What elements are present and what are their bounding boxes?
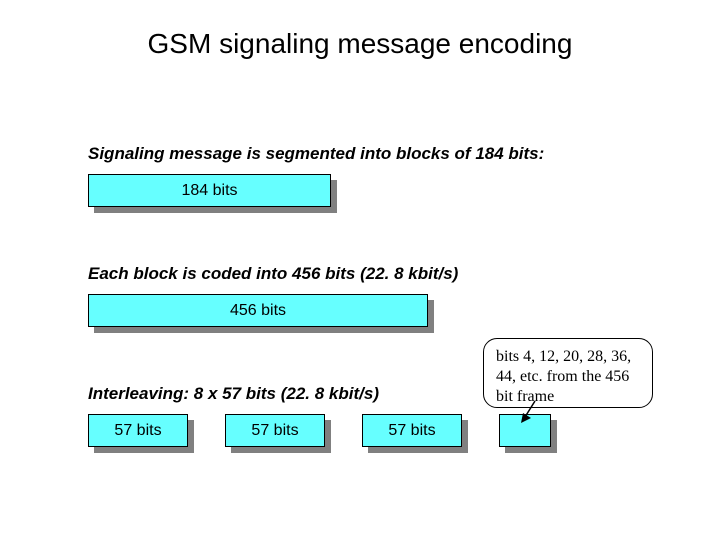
arrow-icon [521,401,545,429]
block-184-bits: 184 bits [88,174,337,213]
block-57-bits: 57 bits [225,414,331,453]
block-label: 57 bits [225,414,325,447]
block-57-bits: 57 bits [362,414,468,453]
block-456-bits: 456 bits [88,294,434,333]
block-label: 57 bits [362,414,462,447]
block-57-bits: 57 bits [88,414,194,453]
block-label: 184 bits [88,174,331,207]
caption-coded: Each block is coded into 456 bits (22. 8… [88,264,458,284]
caption-segmented: Signaling message is segmented into bloc… [88,144,544,164]
note-bits-list: bits 4, 12, 20, 28, 36, 44, etc. from th… [483,338,653,408]
slide: { "title": "GSM signaling message encodi… [0,0,720,540]
slide-title: GSM signaling message encoding [0,28,720,60]
caption-interleave: Interleaving: 8 x 57 bits (22. 8 kbit/s) [88,384,379,404]
block-label: 57 bits [88,414,188,447]
block-label: 456 bits [88,294,428,327]
